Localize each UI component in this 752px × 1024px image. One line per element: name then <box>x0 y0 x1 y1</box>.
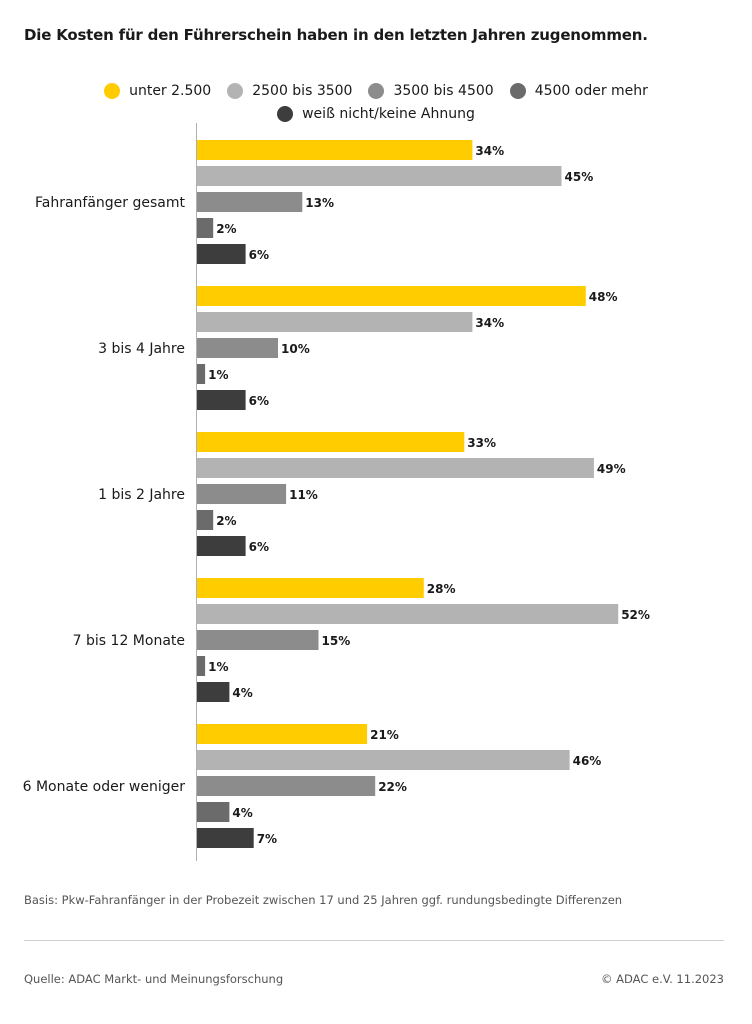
bar <box>197 630 319 650</box>
legend-swatch-3 <box>368 83 385 99</box>
bar <box>197 218 214 238</box>
source-note: Quelle: ADAC Markt- und Meinungsforschun… <box>24 972 284 986</box>
data-label: 1% <box>208 660 228 674</box>
legend-swatch-2 <box>227 83 244 99</box>
data-label: 11% <box>289 488 318 502</box>
bar <box>197 286 586 306</box>
legend-label-4: 4500 oder mehr <box>534 83 648 99</box>
bar <box>197 364 206 384</box>
category-label: 1 bis 2 Jahre <box>98 487 185 503</box>
legend-item-1: unter 2.500 <box>104 83 211 99</box>
data-label: 22% <box>378 780 407 794</box>
data-label: 28% <box>427 582 456 596</box>
data-label: 15% <box>322 634 351 648</box>
category-label: 7 bis 12 Monate <box>73 633 185 649</box>
bar <box>197 682 230 702</box>
data-label: 34% <box>475 144 504 158</box>
data-label: 6% <box>249 394 269 408</box>
legend-item-3: 3500 bis 4500 <box>368 83 494 99</box>
legend-item-5: weiß nicht/keine Ahnung <box>277 106 475 122</box>
data-label: 52% <box>621 608 650 622</box>
bar <box>197 802 230 822</box>
bar-chart: Fahranfänger gesamt 34% 45% 13% 2% 6% 3 bis 4 … <box>23 123 650 861</box>
data-label: 6% <box>249 540 269 554</box>
legend-row-2: weiß nicht/keine Ahnung <box>0 103 752 125</box>
legend-item-4: 4500 oder mehr <box>509 83 648 99</box>
data-label: 2% <box>216 514 236 528</box>
category-label: Fahranfänger gesamt <box>35 195 186 211</box>
data-label: 1% <box>208 368 228 382</box>
data-label: 46% <box>573 754 602 768</box>
legend-item-2: 2500 bis 3500 <box>227 83 352 99</box>
bar <box>197 458 594 478</box>
legend-label-5: weiß nicht/keine Ahnung <box>302 106 475 122</box>
data-label: 7% <box>257 832 277 846</box>
legend-label-2: 2500 bis 3500 <box>252 83 353 99</box>
data-label: 33% <box>467 436 496 450</box>
data-label: 34% <box>475 316 504 330</box>
bar <box>197 656 206 676</box>
category-label: 6 Monate oder weniger <box>23 779 186 795</box>
basis-note: Basis: Pkw-Fahranfänger in der Probezeit… <box>24 893 623 907</box>
data-label: 48% <box>589 290 618 304</box>
data-label: 6% <box>249 248 269 262</box>
bar <box>197 828 254 848</box>
bar <box>197 312 473 332</box>
chart-title: Die Kosten für den Führerschein haben in… <box>24 26 648 44</box>
bar <box>197 750 570 770</box>
category-label: 3 bis 4 Jahre <box>98 341 185 357</box>
chart-legend: unter 2.500 2500 bis 3500 3500 bis 4500 … <box>0 80 752 126</box>
bar <box>197 604 619 624</box>
legend-row-1: unter 2.500 2500 bis 3500 3500 bis 4500 … <box>0 80 752 102</box>
data-label: 4% <box>232 686 252 700</box>
data-label: 4% <box>232 806 252 820</box>
bar <box>197 484 287 504</box>
legend-swatch-1 <box>104 83 121 99</box>
data-label: 2% <box>216 222 236 236</box>
data-label: 49% <box>597 462 626 476</box>
footer-divider <box>24 940 724 941</box>
data-label: 45% <box>565 170 594 184</box>
bar <box>197 724 368 744</box>
bar <box>197 578 424 598</box>
bar <box>197 776 376 796</box>
data-label: 21% <box>370 728 399 742</box>
legend-label-3: 3500 bis 4500 <box>393 83 494 99</box>
bar <box>197 338 278 358</box>
data-label: 10% <box>281 342 310 356</box>
bar <box>197 244 246 264</box>
data-label: 13% <box>305 196 334 210</box>
bar <box>197 510 214 530</box>
bar <box>197 390 246 410</box>
legend-swatch-4 <box>509 83 526 99</box>
legend-swatch-5 <box>277 106 294 122</box>
legend-label-1: unter 2.500 <box>129 83 212 99</box>
bar <box>197 140 473 160</box>
bar <box>197 432 465 452</box>
bar <box>197 166 562 186</box>
bar <box>197 192 303 212</box>
copyright-note: © ADAC e.V. 11.2023 <box>600 972 724 986</box>
bar <box>197 536 246 556</box>
